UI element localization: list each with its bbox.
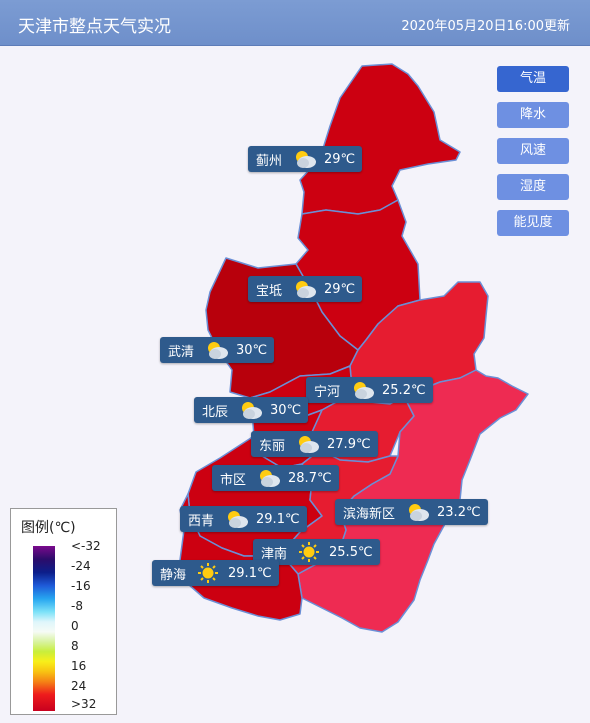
station-binhai[interactable]: 滨海新区 23.2℃ bbox=[335, 499, 488, 525]
temperature-button[interactable]: 气温 bbox=[497, 66, 569, 92]
humidity-button[interactable]: 湿度 bbox=[497, 174, 569, 200]
station-name: 滨海新区 bbox=[343, 506, 396, 522]
station-name: 武清 bbox=[168, 344, 195, 360]
page-title: 天津市整点天气实况 bbox=[18, 17, 171, 37]
station-name: 宁河 bbox=[314, 384, 341, 400]
precipitation-button[interactable]: 降水 bbox=[497, 102, 569, 128]
sunny-icon bbox=[198, 563, 219, 583]
station-urban[interactable]: 市区 28.7℃ bbox=[212, 465, 339, 491]
station-temp: 29.1℃ bbox=[228, 565, 272, 581]
wind-speed-button[interactable]: 风速 bbox=[497, 138, 569, 164]
legend-title: 图例(℃) bbox=[21, 520, 76, 536]
station-name: 蓟州 bbox=[256, 153, 283, 169]
station-temp: 27.9℃ bbox=[327, 436, 371, 452]
station-name: 东丽 bbox=[259, 438, 286, 454]
station-baodi[interactable]: 宝坻 29℃ bbox=[248, 276, 363, 302]
legend-tick: 8 bbox=[71, 639, 79, 653]
update-time: 2020年05月20日16:00更新 bbox=[401, 19, 570, 34]
legend-tick: -8 bbox=[71, 599, 83, 613]
station-temp: 25.2℃ bbox=[382, 382, 426, 398]
station-temp: 25.5℃ bbox=[329, 544, 373, 560]
region-jizhou bbox=[299, 63, 461, 215]
station-name: 宝坻 bbox=[256, 283, 283, 299]
station-dongli[interactable]: 东丽 27.9℃ bbox=[251, 431, 378, 457]
station-name: 静海 bbox=[160, 567, 187, 583]
partly-cloudy-icon bbox=[296, 281, 317, 298]
legend-tick: 0 bbox=[71, 619, 79, 633]
station-temp: 23.2℃ bbox=[437, 504, 481, 520]
temperature-legend: 图例(℃) <-32 -24 -16 -8 0 8 16 24 >32 bbox=[10, 508, 117, 715]
station-temp: 28.7℃ bbox=[288, 470, 332, 486]
station-temp: 30℃ bbox=[270, 402, 302, 418]
legend-color-bar bbox=[33, 546, 55, 711]
station-name: 津南 bbox=[261, 546, 288, 562]
partly-cloudy-icon bbox=[242, 402, 263, 419]
partly-cloudy-icon bbox=[299, 436, 320, 453]
legend-tick: -24 bbox=[71, 559, 91, 573]
legend-tick: >32 bbox=[71, 697, 97, 711]
station-temp: 29℃ bbox=[324, 151, 356, 167]
station-name: 北辰 bbox=[202, 404, 229, 420]
partly-cloudy-icon bbox=[208, 342, 229, 359]
station-wuqing[interactable]: 武清 30℃ bbox=[160, 337, 275, 363]
legend-tick: 16 bbox=[71, 659, 87, 673]
legend-tick: 24 bbox=[71, 679, 87, 693]
legend-tick: <-32 bbox=[71, 539, 101, 553]
station-temp: 29℃ bbox=[324, 281, 356, 297]
header-bar: 天津市整点天气实况 2020年05月20日16:00更新 bbox=[0, 0, 590, 46]
legend-tick: -16 bbox=[71, 579, 91, 593]
station-jizhou[interactable]: 蓟州 29℃ bbox=[248, 146, 363, 172]
partly-cloudy-icon bbox=[409, 504, 430, 521]
station-name: 西青 bbox=[188, 513, 215, 529]
station-temp: 29.1℃ bbox=[256, 511, 300, 527]
visibility-button[interactable]: 能见度 bbox=[497, 210, 569, 236]
partly-cloudy-icon bbox=[296, 151, 317, 168]
partly-cloudy-icon bbox=[260, 470, 281, 487]
partly-cloudy-icon bbox=[228, 511, 249, 528]
sunny-icon bbox=[299, 542, 320, 562]
station-jinghai[interactable]: 静海 29.1℃ bbox=[152, 560, 279, 586]
partly-cloudy-icon bbox=[354, 382, 375, 399]
station-ninghe[interactable]: 宁河 25.2℃ bbox=[306, 377, 433, 403]
station-xiqing[interactable]: 西青 29.1℃ bbox=[180, 506, 307, 532]
station-name: 市区 bbox=[220, 472, 247, 488]
station-beichen[interactable]: 北辰 30℃ bbox=[194, 397, 309, 423]
station-temp: 30℃ bbox=[236, 342, 268, 358]
